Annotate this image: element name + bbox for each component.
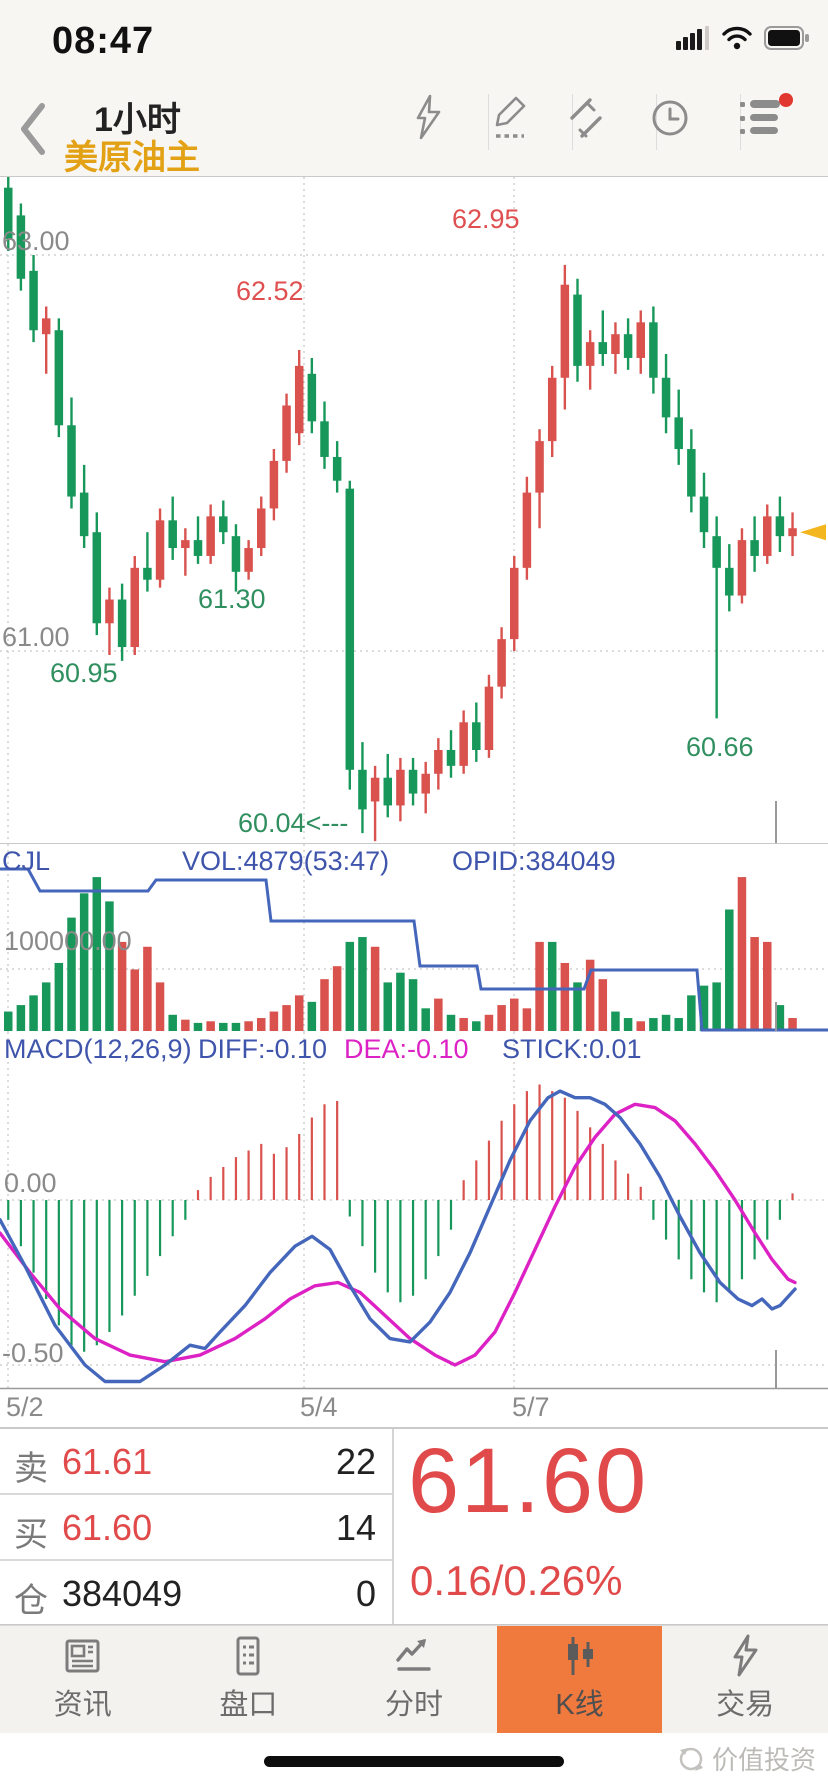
tab-label: 分时 xyxy=(384,1689,443,1721)
cellular-signal-icon xyxy=(676,26,710,50)
home-indicator[interactable] xyxy=(264,1756,564,1767)
swing-low-label: 60.95 xyxy=(50,658,118,688)
tab-kline[interactable]: K线 xyxy=(496,1626,663,1733)
toolbar-divider xyxy=(572,94,573,150)
ask-row[interactable]: 卖 61.61 22 xyxy=(0,1429,392,1494)
symbol-name[interactable]: 美原油主 xyxy=(64,139,200,177)
price-gridline-label: 61.00 xyxy=(2,622,70,652)
tab-label: K线 xyxy=(555,1689,604,1721)
volume-chart[interactable] xyxy=(0,843,828,1033)
macd-chart[interactable] xyxy=(0,1032,828,1390)
panel-divider xyxy=(392,1429,394,1624)
tab-news[interactable]: 资讯 xyxy=(0,1626,166,1733)
tab-timeshare[interactable]: 分时 xyxy=(331,1626,497,1733)
back-button[interactable] xyxy=(14,98,50,160)
clock-icon[interactable] xyxy=(648,92,692,144)
top-app-area xyxy=(0,0,828,176)
news-icon xyxy=(60,1633,106,1679)
macd-dea-label: DEA:-0.10 xyxy=(344,1034,469,1064)
bid-row[interactable]: 买 61.60 14 xyxy=(0,1495,392,1560)
tab-label: 交易 xyxy=(716,1689,775,1721)
last-price: 61.60 xyxy=(408,1430,649,1532)
chart-interval-label[interactable]: 1小时 xyxy=(94,101,181,139)
bottom-tab-bar: 资讯 盘口 分时 xyxy=(0,1625,828,1733)
position-label: 仓 xyxy=(14,1582,48,1620)
position-value: 384049 xyxy=(62,1573,183,1614)
min-low-label: 60.04<--- xyxy=(238,808,349,838)
swing-low-label: 60.66 xyxy=(686,732,754,762)
draw-pencil-icon[interactable] xyxy=(488,92,532,144)
toolbar-divider xyxy=(488,94,489,150)
watermark-logo-icon xyxy=(676,1744,706,1774)
ask-price: 61.61 xyxy=(62,1441,153,1482)
swing-low-label: 61.30 xyxy=(198,584,266,614)
open-interest-label: OPID:384049 xyxy=(452,846,616,876)
macd-zero-label: 0.00 xyxy=(4,1168,57,1198)
indicator-list-icon[interactable] xyxy=(736,92,793,144)
swing-high-label: 62.95 xyxy=(452,204,520,234)
price-change: 0.16/0.26% xyxy=(410,1557,623,1604)
row-divider xyxy=(0,1559,392,1561)
trade-lightning-icon xyxy=(722,1633,768,1679)
watermark: 价值投资 xyxy=(676,1740,816,1777)
macd-stick-label: STICK:0.01 xyxy=(502,1034,642,1064)
trendline-icon[interactable] xyxy=(564,92,608,144)
open-interest-row[interactable]: 仓 384049 0 xyxy=(0,1561,392,1626)
x-axis-tick: 5/4 xyxy=(300,1392,338,1422)
volume-value-label: VOL:4879(53:47) xyxy=(182,846,390,876)
watermark-text: 价值投资 xyxy=(711,1745,816,1775)
volume-indicator-name[interactable]: CJL xyxy=(2,846,51,876)
tab-orderbook[interactable]: 盘口 xyxy=(166,1626,332,1733)
bid-qty: 14 xyxy=(335,1507,376,1548)
timeshare-chart-icon xyxy=(391,1633,437,1679)
position-qty: 0 xyxy=(355,1573,376,1614)
bid-label: 买 xyxy=(14,1516,48,1554)
tab-trade[interactable]: 交易 xyxy=(662,1626,828,1733)
swing-high-label: 62.52 xyxy=(236,276,304,306)
kline-icon xyxy=(557,1633,603,1679)
quote-panel: 卖 61.61 22 买 61.60 14 仓 384049 0 61.60 0… xyxy=(0,1427,828,1626)
ask-label: 卖 xyxy=(14,1450,48,1488)
notification-dot xyxy=(779,93,793,107)
volume-scale-label: 100000.00 xyxy=(4,926,132,956)
orderbook-icon xyxy=(225,1633,271,1679)
tab-label: 盘口 xyxy=(219,1689,278,1721)
macd-min-label: -0.50 xyxy=(2,1338,64,1368)
toolbar-divider xyxy=(656,94,657,150)
macd-title[interactable]: MACD(12,26,9) xyxy=(4,1034,192,1064)
row-divider xyxy=(0,1493,392,1495)
tab-label: 资讯 xyxy=(53,1689,112,1721)
ask-qty: 22 xyxy=(335,1441,376,1482)
toolbar-divider xyxy=(740,94,741,150)
price-gridline-label: 63.00 xyxy=(2,226,70,256)
wifi-icon xyxy=(722,26,752,50)
battery-icon xyxy=(764,26,810,50)
candlestick-chart[interactable] xyxy=(0,176,828,844)
bid-price: 61.60 xyxy=(62,1507,153,1548)
x-axis-tick: 5/2 xyxy=(6,1392,44,1422)
status-time: 08:47 xyxy=(52,20,155,62)
x-axis: 5/2 5/4 5/7 xyxy=(0,1392,828,1422)
lightning-order-icon[interactable] xyxy=(406,92,450,144)
status-icons xyxy=(676,26,810,50)
x-axis-tick: 5/7 xyxy=(512,1392,550,1422)
macd-diff-label: DIFF:-0.10 xyxy=(198,1034,328,1064)
